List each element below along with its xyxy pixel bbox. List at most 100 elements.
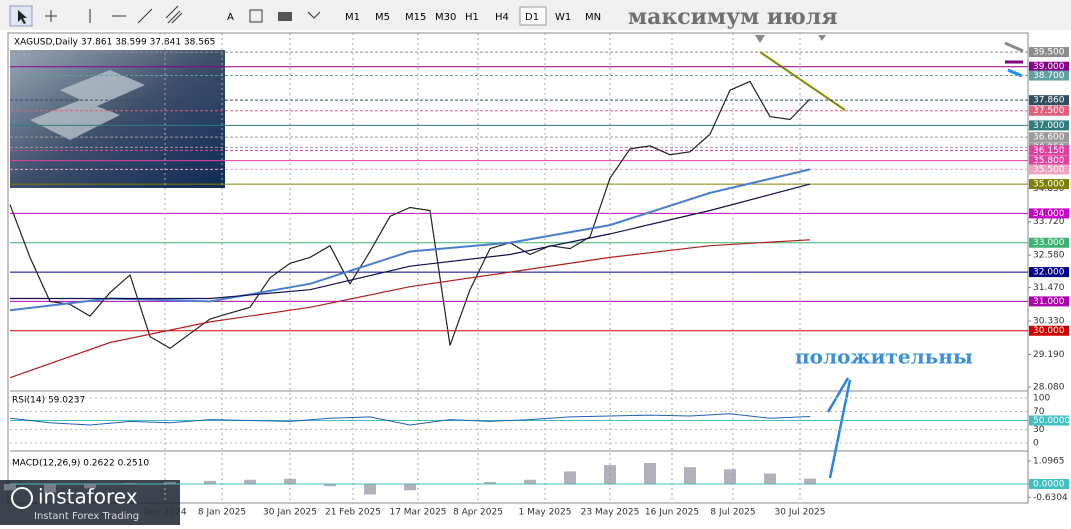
draw-icons[interactable] bbox=[89, 8, 153, 24]
date-label: Dec 2024 bbox=[143, 508, 186, 518]
annotation: максимум июля bbox=[628, 4, 838, 30]
level-label: 37.000 bbox=[1033, 121, 1065, 131]
level-label: 30.000 bbox=[1033, 326, 1065, 336]
level-tag bbox=[1029, 415, 1069, 426]
text-tool[interactable]: A bbox=[227, 12, 234, 23]
timeframe-button[interactable]: W1 bbox=[555, 12, 571, 23]
date-label: 16 Jun 2025 bbox=[645, 508, 699, 518]
macd-bar bbox=[324, 484, 336, 487]
level-label: 31.000 bbox=[1033, 297, 1065, 307]
level-tag bbox=[1029, 208, 1069, 219]
macd-label: MACD(12,26,9) 0.2622 0.2510 bbox=[12, 459, 149, 469]
price-tick: 32.580 bbox=[1033, 251, 1065, 261]
price-tick: 30.330 bbox=[1033, 317, 1065, 327]
silver-bars bbox=[30, 70, 145, 140]
logo-icon bbox=[11, 487, 33, 509]
level-label: 39.500 bbox=[1033, 48, 1065, 58]
level-tag bbox=[1029, 164, 1069, 175]
date-label: 17 Mar 2025 bbox=[389, 508, 446, 518]
price-tick: 31.470 bbox=[1033, 283, 1065, 293]
moving-average bbox=[9, 239, 811, 379]
macd-bar bbox=[804, 478, 816, 485]
macd-bar bbox=[364, 484, 376, 495]
date-label: 8 Jul 2025 bbox=[710, 508, 755, 518]
level-label: 35.000 bbox=[1033, 180, 1065, 190]
macd-bar bbox=[284, 478, 296, 485]
rsi-tick: 0 bbox=[1033, 439, 1039, 449]
macd-bar bbox=[684, 467, 696, 485]
date-label: 8 Jan 2025 bbox=[198, 508, 246, 518]
level-label: 36.600 bbox=[1033, 133, 1065, 143]
level-label: 39.000 bbox=[1033, 62, 1065, 72]
timeframe-button[interactable]: M15 bbox=[405, 12, 426, 23]
macd-bar bbox=[604, 465, 616, 485]
annotation: положительны bbox=[795, 345, 973, 369]
macd-bar bbox=[724, 469, 736, 485]
timeframe-button[interactable]: D1 bbox=[525, 12, 539, 23]
macd-bar bbox=[4, 484, 16, 491]
timeframe-button[interactable]: H1 bbox=[465, 12, 479, 23]
macd-tick: -0.6304 bbox=[1033, 493, 1068, 503]
date-label: 30 Jul 2025 bbox=[775, 508, 826, 518]
date-label: 30 Jan 2025 bbox=[263, 508, 317, 518]
macd-bar bbox=[244, 479, 256, 485]
level-tag bbox=[1029, 95, 1069, 106]
timeframe-button[interactable]: M30 bbox=[435, 12, 456, 23]
level-tag bbox=[1029, 237, 1069, 248]
rect-tool[interactable] bbox=[278, 12, 292, 21]
level-tag bbox=[1029, 155, 1069, 166]
rsi-tick: 70 bbox=[1033, 407, 1045, 417]
macd-bar bbox=[404, 484, 416, 491]
macd-bar bbox=[124, 482, 136, 485]
level-tag bbox=[1029, 61, 1069, 72]
symbol-info: XAGUSD,Daily 37.861 38.599 37.841 38.565 bbox=[14, 38, 215, 48]
date-label: 23 May 2025 bbox=[581, 508, 640, 518]
panel-separators bbox=[10, 390, 1028, 452]
logo-tagline: Instant Forex Trading bbox=[34, 511, 139, 522]
date-label: 8 Apr 2025 bbox=[453, 508, 503, 518]
level-tag bbox=[1029, 70, 1069, 81]
arrows-top bbox=[755, 35, 826, 43]
level-label: 35.800 bbox=[1033, 156, 1065, 166]
level-tag bbox=[1029, 179, 1069, 190]
arrow-blue bbox=[1007, 68, 1023, 78]
level-tag bbox=[1029, 120, 1069, 131]
level-label: 33.000 bbox=[1033, 238, 1065, 248]
level-tag bbox=[1029, 132, 1069, 143]
level-label: 37.860 bbox=[1033, 96, 1065, 106]
level-label: 38.700 bbox=[1033, 71, 1065, 81]
level-label: 34.000 bbox=[1033, 209, 1065, 219]
macd-tick: 1.0965 bbox=[1033, 456, 1065, 466]
rsi-tick: 100 bbox=[1033, 394, 1050, 404]
moving-average bbox=[10, 183, 811, 300]
arrow-tool[interactable] bbox=[307, 11, 321, 19]
price-tick: 28.080 bbox=[1033, 383, 1065, 393]
macd-bar bbox=[164, 481, 176, 485]
timeframe-button[interactable]: M5 bbox=[375, 12, 390, 23]
price-tick: 29.190 bbox=[1033, 350, 1065, 360]
rsi-tick: 30 bbox=[1033, 425, 1045, 435]
macd-bar bbox=[84, 484, 96, 489]
timeframe-button[interactable]: H4 bbox=[495, 12, 509, 23]
level-label: 36.150 bbox=[1033, 146, 1065, 156]
macd-bar bbox=[484, 481, 496, 485]
level-label: 37.500 bbox=[1033, 106, 1065, 116]
macd-bar bbox=[204, 480, 216, 485]
price-tick: 33.720 bbox=[1033, 217, 1065, 227]
timeframe-button[interactable]: MN bbox=[585, 12, 601, 23]
level-tag bbox=[1029, 296, 1069, 307]
macd-bar bbox=[524, 479, 536, 485]
price-line bbox=[9, 80, 811, 350]
timeframe-button[interactable]: M1 bbox=[345, 12, 360, 23]
rsi-label: RSI(14) 59.0237 bbox=[12, 396, 85, 406]
cursor-icon bbox=[18, 10, 27, 24]
moving-average bbox=[9, 168, 811, 312]
date-label: 1 May 2025 bbox=[519, 508, 572, 518]
rsi-level-label: 50.0000 bbox=[1033, 416, 1070, 426]
level-label: 32.000 bbox=[1033, 268, 1065, 278]
label-tool[interactable] bbox=[249, 9, 263, 23]
fibo-icon[interactable] bbox=[165, 5, 183, 24]
crosshair-icon[interactable] bbox=[45, 10, 57, 22]
macd-bar bbox=[644, 462, 656, 485]
